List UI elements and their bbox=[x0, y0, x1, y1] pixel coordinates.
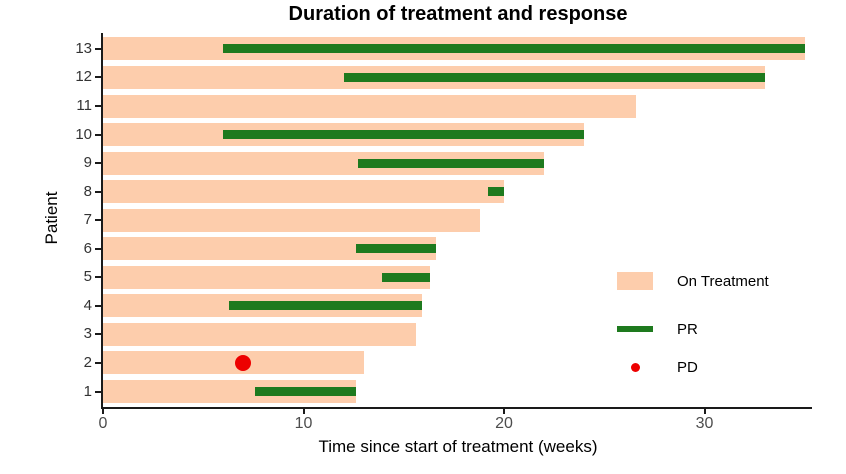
pr-bar bbox=[223, 130, 585, 140]
pr-bar bbox=[355, 244, 436, 254]
y-tick bbox=[95, 333, 101, 336]
pr-line-swatch bbox=[617, 326, 653, 332]
x-tick bbox=[302, 409, 305, 414]
legend-swatch-box bbox=[617, 272, 653, 290]
y-tick-label: 1 bbox=[83, 382, 92, 400]
pr-bar bbox=[229, 301, 422, 311]
y-tick-label: 9 bbox=[83, 154, 92, 172]
on-treatment-bar bbox=[103, 94, 637, 118]
on-treatment-bar bbox=[103, 151, 545, 175]
y-tick bbox=[95, 190, 101, 193]
x-tick-label: 20 bbox=[495, 415, 513, 432]
on-treatment-bar bbox=[103, 380, 356, 403]
on-treatment-bar bbox=[103, 322, 416, 346]
y-tick bbox=[95, 162, 101, 165]
y-tick-label: 7 bbox=[83, 211, 92, 229]
x-tick-label: 30 bbox=[695, 415, 714, 432]
y-tick bbox=[95, 247, 101, 250]
x-tick bbox=[703, 409, 706, 414]
y-tick bbox=[95, 361, 101, 364]
x-axis-line bbox=[101, 407, 812, 409]
on-treatment-bar bbox=[103, 180, 504, 204]
legend-item-on-treatment: On Treatment bbox=[617, 264, 769, 298]
on-treatment-bar bbox=[103, 208, 480, 232]
y-axis-line bbox=[101, 33, 103, 409]
y-tick bbox=[95, 304, 101, 307]
legend-label: PR bbox=[677, 320, 698, 338]
y-tick bbox=[95, 276, 101, 279]
pr-bar bbox=[223, 44, 805, 54]
legend-label: On Treatment bbox=[677, 272, 769, 290]
y-tick bbox=[95, 133, 101, 136]
on-treatment-bar bbox=[103, 351, 364, 375]
y-tick-label: 12 bbox=[75, 68, 92, 86]
pr-bar bbox=[487, 187, 504, 197]
legend-item-pd: PD bbox=[617, 350, 698, 384]
y-tick-label: 13 bbox=[75, 39, 92, 57]
pd-point-swatch bbox=[630, 362, 640, 372]
y-axis-title: Patient bbox=[42, 191, 61, 245]
y-tick-label: 2 bbox=[83, 353, 92, 371]
x-tick bbox=[503, 409, 505, 414]
y-tick-label: 10 bbox=[75, 125, 92, 143]
pr-bar bbox=[343, 72, 765, 82]
y-tick bbox=[95, 47, 101, 50]
y-tick-label: 8 bbox=[83, 182, 92, 200]
x-tick-label: 0 bbox=[98, 415, 108, 432]
y-tick-label: 5 bbox=[83, 268, 92, 286]
x-tick bbox=[102, 409, 104, 414]
y-tick bbox=[95, 219, 101, 222]
y-tick bbox=[95, 76, 101, 79]
on-treatment-bar bbox=[103, 237, 436, 261]
x-axis-title: Time since start of treatment (weeks) bbox=[318, 437, 598, 456]
y-tick-label: 6 bbox=[83, 239, 92, 257]
y-tick-label: 11 bbox=[76, 97, 92, 114]
on-treatment-swatch bbox=[617, 272, 653, 290]
chart-title: Duration of treatment and response bbox=[288, 3, 628, 25]
pr-bar bbox=[381, 272, 430, 282]
pr-bar bbox=[357, 158, 545, 168]
legend-swatch-box bbox=[617, 362, 653, 372]
on-treatment-bar bbox=[103, 265, 430, 289]
y-tick-label: 4 bbox=[83, 296, 92, 314]
y-tick bbox=[95, 105, 101, 107]
x-tick-label: 10 bbox=[294, 415, 313, 432]
y-tick bbox=[95, 390, 101, 393]
pr-bar bbox=[255, 387, 356, 396]
legend-swatch-box bbox=[617, 326, 653, 332]
legend-item-pr: PR bbox=[617, 312, 698, 346]
y-tick-label: 3 bbox=[83, 325, 92, 343]
legend-label: PD bbox=[677, 358, 698, 376]
pd-marker bbox=[235, 354, 252, 371]
